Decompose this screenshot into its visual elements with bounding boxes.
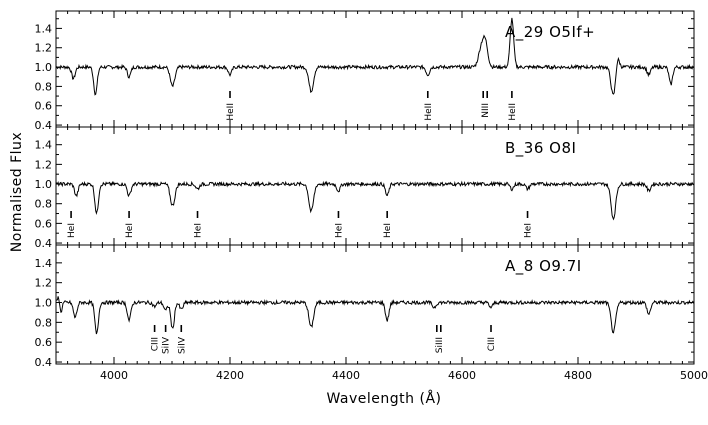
line-id-label: SiIV xyxy=(177,336,187,354)
y-tick-label: 0.8 xyxy=(35,316,53,329)
y-tick-label: 0.4 xyxy=(35,356,53,369)
panel-label: B_36 O8I xyxy=(505,139,576,158)
y-tick-label: 0.6 xyxy=(35,217,53,230)
spectrum-line xyxy=(55,17,694,96)
panel-label: A_29 O5If+ xyxy=(505,23,595,42)
line-id-label: CIII xyxy=(151,337,161,351)
line-id-label: HeI xyxy=(67,223,77,238)
y-tick-label: 1.0 xyxy=(35,61,53,74)
y-tick-label: 1.2 xyxy=(35,42,53,55)
line-id-label: SiIV xyxy=(162,336,172,354)
line-id-label: HeI xyxy=(524,223,534,238)
line-id-label: HeI xyxy=(125,223,135,238)
y-tick-label: 1.2 xyxy=(35,277,53,290)
y-axis-title: Normalised Flux xyxy=(9,132,25,252)
line-id-label: CIII xyxy=(487,337,497,351)
y-tick-label: 0.4 xyxy=(35,237,53,250)
x-tick-label: 4600 xyxy=(448,369,476,382)
x-tick-label: 4400 xyxy=(332,369,360,382)
line-id-label: HeI xyxy=(383,223,393,238)
line-id-label: NIII xyxy=(481,103,491,118)
y-tick-label: 0.6 xyxy=(35,336,53,349)
line-id-label: SiIII xyxy=(435,337,445,353)
y-tick-label: 0.8 xyxy=(35,80,53,93)
y-tick-label: 1.2 xyxy=(35,158,53,171)
panel-frame xyxy=(55,244,695,365)
panels-group: 0.4 0.6 0.8 1.0 1.2 1.4 A_29 O5If+ HeII HeII NIII… xyxy=(35,10,708,382)
x-tick-label: 5000 xyxy=(680,369,708,382)
panel-frame xyxy=(55,126,695,246)
x-tick-label: 4000 xyxy=(100,369,128,382)
y-tick-label: 1.4 xyxy=(35,22,53,35)
y-tick-label: 1.0 xyxy=(35,178,53,191)
x-tick-label: 4800 xyxy=(564,369,592,382)
spectrum-line xyxy=(55,296,694,335)
line-id-label: HeII xyxy=(424,103,434,121)
y-tick-label: 0.8 xyxy=(35,198,53,211)
y-tick-label: 0.6 xyxy=(35,100,53,113)
line-id-label: HeI xyxy=(194,223,204,238)
line-id-label: HeI xyxy=(335,223,345,238)
panel-label: A_8 O9.7I xyxy=(505,257,582,276)
y-tick-label: 1.4 xyxy=(35,257,53,270)
line-id-label: HeII xyxy=(508,103,518,121)
spectrum-panel: 0.4 0.6 0.8 1.0 1.2 1.4 A_29 O5If+ HeII HeII NIII… xyxy=(35,10,695,132)
spectrum-line xyxy=(56,180,694,221)
x-axis-title: Wavelength (Å) xyxy=(326,390,441,407)
y-tick-label: 1.0 xyxy=(35,297,53,310)
y-tick-label: 1.4 xyxy=(35,139,53,152)
y-tick-label: 0.4 xyxy=(35,119,53,132)
line-id-label: HeII xyxy=(226,103,236,121)
spectrum-panel: 0.4 0.6 0.8 1.0 1.2 1.4 B_36 O8I HeI HeI HeI HeI He… xyxy=(35,126,695,250)
x-tick-label: 4200 xyxy=(216,369,244,382)
